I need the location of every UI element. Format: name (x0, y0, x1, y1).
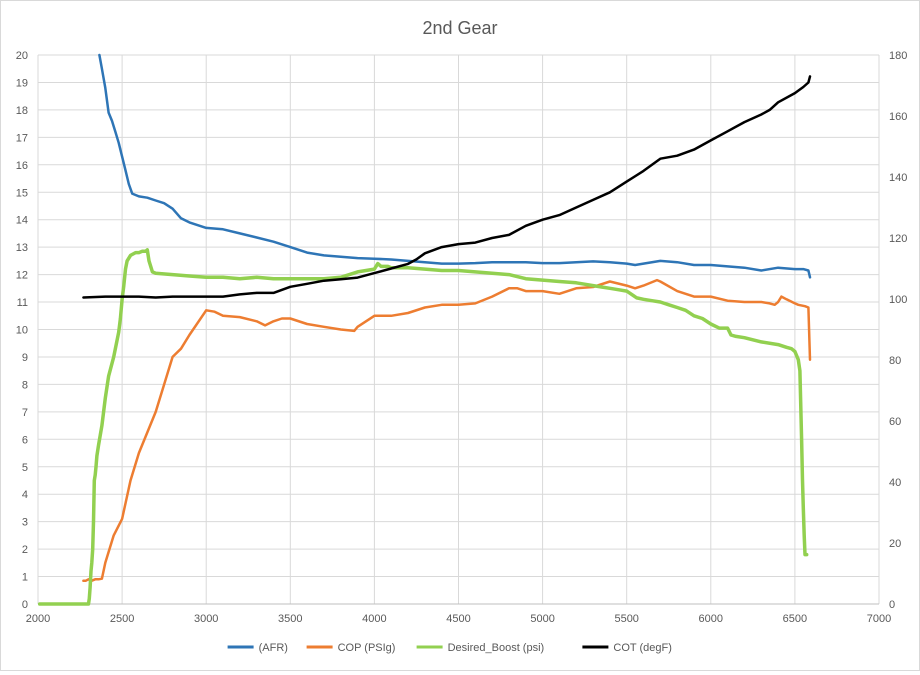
y-tick-label: 5 (22, 462, 28, 474)
y-tick-label: 18 (16, 105, 28, 117)
x-tick-label: 5000 (530, 613, 554, 625)
y2-tick-label: 180 (889, 50, 907, 62)
chart-title: 2nd Gear (422, 18, 497, 38)
y2-tick-label: 0 (889, 599, 895, 611)
x-tick-label: 2500 (110, 613, 134, 625)
legend: (AFR) COP (PSIg) Desired_Boost (psi) COT (d… (227, 642, 672, 654)
y-tick-label: 2 (22, 544, 28, 556)
y2-tick-label: 80 (889, 355, 901, 367)
y-tick-label: 20 (16, 50, 28, 62)
legend-item: COT (degF) (582, 642, 672, 654)
legend-label: Desired_Boost (psi) (448, 642, 545, 654)
y-tick-label: 14 (16, 215, 28, 227)
y2-tick-label: 20 (889, 538, 901, 550)
y-tick-label: 10 (16, 325, 28, 337)
y-tick-label: 9 (22, 352, 28, 364)
x-tick-label: 5500 (614, 613, 638, 625)
legend-label: COP (PSIg) (338, 642, 396, 654)
y2-tick-label: 160 (889, 111, 907, 123)
x-tick-label: 4000 (362, 613, 386, 625)
y-tick-label: 6 (22, 434, 28, 446)
legend-item: Desired_Boost (psi) (416, 642, 545, 654)
y-tick-label: 1 (22, 572, 28, 584)
y-tick-label: 19 (16, 77, 28, 89)
y-tick-label: 15 (16, 187, 28, 199)
y-tick-label: 7 (22, 407, 28, 419)
series-line-desired-boost-psi (37, 248, 809, 606)
x-tick-label: 6500 (783, 613, 807, 625)
y-tick-label: 0 (22, 599, 28, 611)
gridlines (37, 54, 880, 605)
y2-tick-label: 40 (889, 477, 901, 489)
y-tick-label: 16 (16, 160, 28, 172)
y-tick-label: 4 (22, 489, 28, 501)
legend-item: COP (PSIg) (306, 642, 396, 654)
series-lines (37, 53, 812, 606)
right-axis-ticks: 0 20 40 60 80 100 120 140 160 180 (889, 50, 907, 611)
x-axis-ticks: 2000 2500 3000 3500 4000 4500 5000 5500 6000 6500… (26, 613, 891, 625)
y-tick-label: 12 (16, 270, 28, 282)
x-tick-label: 3500 (278, 613, 302, 625)
y2-tick-label: 140 (889, 172, 907, 184)
x-tick-label: 4500 (446, 613, 470, 625)
legend-label: (AFR) (259, 642, 288, 654)
series-line-afr (98, 53, 812, 279)
y2-tick-label: 120 (889, 233, 907, 245)
series-line-cop-psig (82, 278, 812, 582)
y2-tick-label: 60 (889, 416, 901, 428)
y-tick-label: 11 (17, 297, 28, 309)
y-tick-label: 3 (22, 517, 28, 529)
y-tick-label: 17 (16, 132, 28, 144)
series-line-cot-degf (82, 75, 812, 299)
x-tick-label: 6000 (699, 613, 723, 625)
legend-item: (AFR) (227, 642, 288, 654)
y-tick-label: 8 (22, 379, 28, 391)
legend-label: COT (degF) (613, 642, 671, 654)
x-tick-label: 2000 (26, 613, 50, 625)
x-tick-label: 7000 (867, 613, 891, 625)
x-tick-label: 3000 (194, 613, 218, 625)
y-tick-label: 13 (16, 242, 28, 254)
y2-tick-label: 100 (889, 294, 907, 306)
